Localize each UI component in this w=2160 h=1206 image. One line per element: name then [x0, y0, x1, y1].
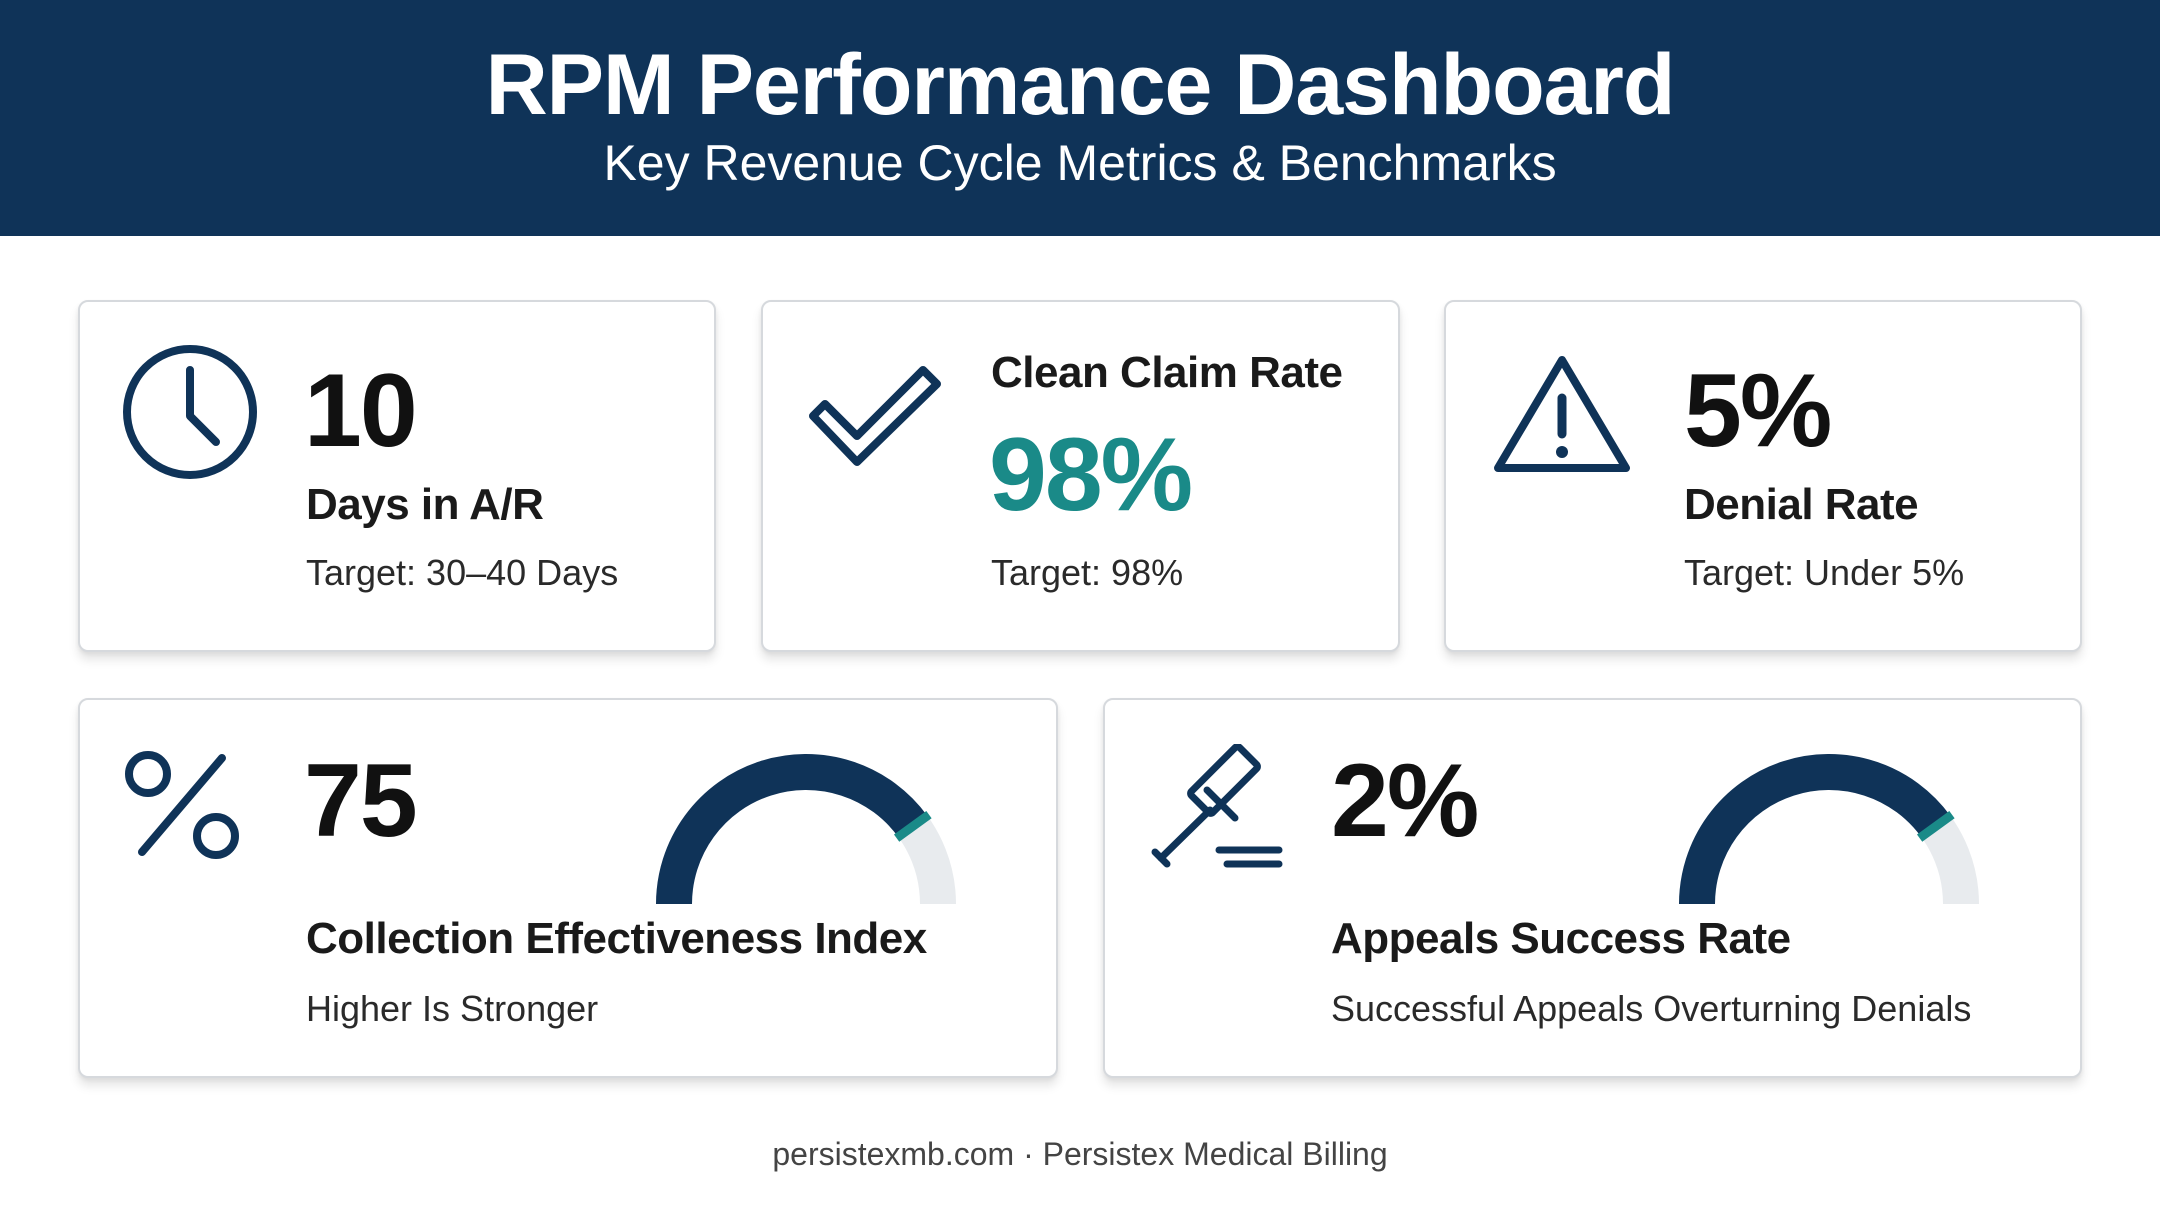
cei-gauge-fill	[656, 754, 928, 905]
warning-triangle-icon	[1492, 352, 1632, 476]
page-title: RPM Performance Dashboard	[485, 37, 1676, 133]
days-in-ar-target: Target: 30–40 Days	[306, 552, 619, 593]
dashboard-header: RPM Performance Dashboard Key Revenue Cy…	[0, 0, 2160, 236]
appeals-gauge-fill	[1679, 754, 1951, 905]
days-in-ar-label: Days in A/R	[306, 480, 544, 529]
cei-note: Higher Is Stronger	[306, 988, 599, 1029]
appeals-value: 2%	[1331, 743, 1479, 859]
appeals-note: Successful Appeals Overturning Denials	[1331, 988, 1972, 1029]
days-in-ar-value: 10	[304, 353, 418, 469]
footer-credit: persistexmb.com · Persistex Medical Bill…	[772, 1136, 1388, 1172]
cei-label: Collection Effectiveness Index	[306, 914, 927, 963]
clean-claim-rate-value: 98%	[989, 417, 1193, 533]
appeals-label: Appeals Success Rate	[1331, 914, 1791, 963]
appeals-success-card: 2% Appeals Success Rate Successful Appea…	[1103, 698, 2082, 1078]
gavel-icon	[1147, 744, 1287, 874]
clean-claim-rate-card: Clean Claim Rate 98% Target: 98%	[761, 300, 1400, 652]
clock-icon	[122, 344, 258, 480]
cei-value: 75	[304, 743, 418, 859]
denial-rate-value: 5%	[1684, 353, 1832, 469]
appeals-gauge-marker	[1916, 811, 1955, 842]
appeals-gauge	[1669, 744, 1989, 909]
days-in-ar-card: 10 Days in A/R Target: 30–40 Days	[78, 300, 716, 652]
cei-gauge	[646, 744, 966, 909]
denial-rate-card: 5% Denial Rate Target: Under 5%	[1444, 300, 2082, 652]
denial-rate-target: Target: Under 5%	[1684, 552, 1965, 593]
clean-claim-rate-label: Clean Claim Rate	[991, 348, 1343, 397]
collection-effectiveness-card: 75 Collection Effectiveness Index Higher…	[78, 698, 1058, 1078]
clean-claim-rate-target: Target: 98%	[991, 552, 1184, 593]
checkmark-icon	[805, 358, 945, 468]
percent-icon	[122, 748, 242, 862]
cei-gauge-marker	[893, 811, 932, 842]
denial-rate-label: Denial Rate	[1684, 480, 1919, 529]
page-subtitle: Key Revenue Cycle Metrics & Benchmarks	[603, 135, 1557, 191]
